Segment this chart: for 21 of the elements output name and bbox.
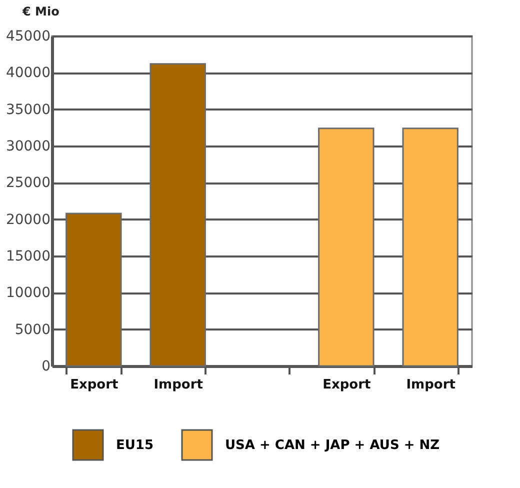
y-tick-label: 20000 (6, 212, 50, 228)
y-tick-label: 15000 (6, 248, 50, 264)
x-tick-label: Export (70, 378, 118, 392)
x-tick-label: Import (154, 378, 203, 392)
legend-label: EU15 (116, 438, 154, 453)
y-tick-label: 45000 (6, 28, 50, 44)
bar (402, 128, 458, 367)
y-tick-label: 25000 (6, 175, 50, 192)
y-tick-label: 30000 (6, 138, 50, 154)
y-tick-label: 35000 (6, 102, 50, 118)
y-tick-label: 5000 (14, 322, 50, 338)
bar (66, 212, 122, 367)
x-tick-label: Import (406, 378, 456, 392)
legend-label: USA + CAN + JAP + AUS + NZ (225, 438, 440, 453)
y-tick-label: 10000 (6, 285, 50, 302)
y-tick-label: 40000 (6, 65, 50, 82)
y-tick-label: 0 (42, 358, 50, 374)
bar (318, 128, 374, 367)
y-axis-title: € Mio (22, 4, 60, 18)
bar (150, 63, 206, 367)
x-tick-label: Export (322, 378, 371, 392)
